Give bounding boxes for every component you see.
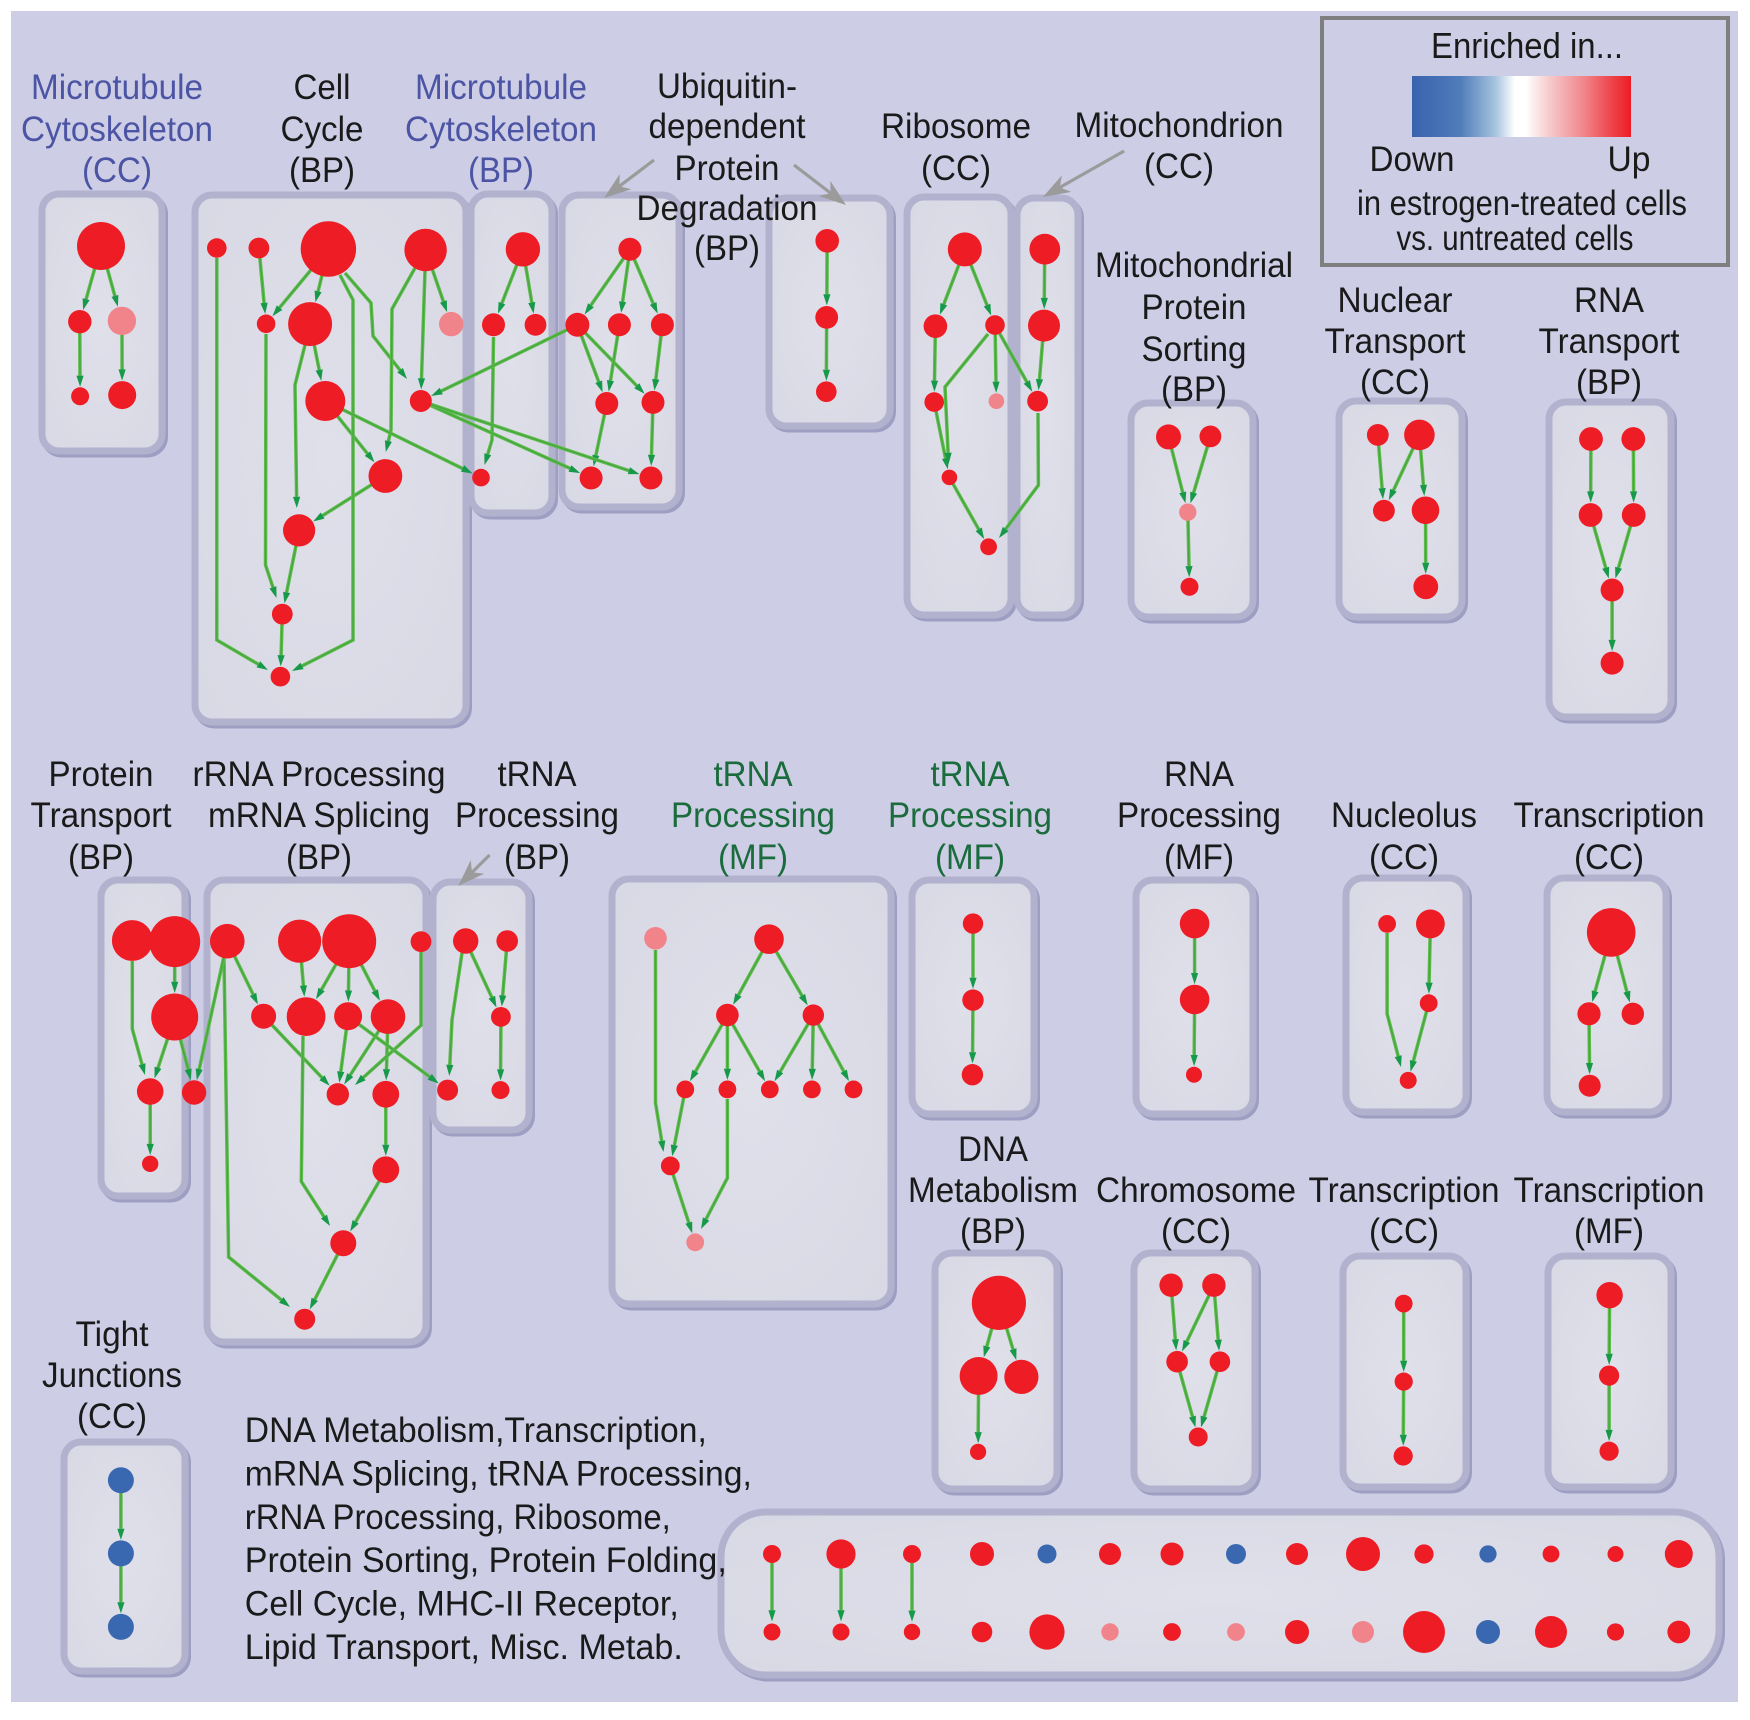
svg-text:Metabolism: Metabolism: [908, 1171, 1078, 1210]
svg-text:(BP): (BP): [289, 151, 355, 190]
svg-text:Ubiquitin-: Ubiquitin-: [657, 67, 797, 106]
svg-text:(BP): (BP): [68, 838, 134, 877]
svg-text:Protein: Protein: [49, 755, 154, 794]
svg-text:(BP): (BP): [694, 229, 760, 268]
svg-text:Nucleolus: Nucleolus: [1331, 796, 1477, 835]
svg-text:(CC): (CC): [1574, 838, 1644, 877]
svg-text:(BP): (BP): [1161, 370, 1227, 409]
svg-text:Cell: Cell: [294, 68, 351, 107]
svg-text:Processing: Processing: [455, 796, 619, 835]
svg-text:Tight: Tight: [76, 1315, 149, 1354]
svg-text:Transcription: Transcription: [1514, 1171, 1705, 1210]
svg-text:Microtubule: Microtubule: [415, 68, 587, 107]
svg-text:vs. untreated cells: vs. untreated cells: [1397, 219, 1634, 258]
svg-text:(BP): (BP): [286, 838, 352, 877]
svg-text:Processing: Processing: [888, 796, 1052, 835]
svg-text:mRNA Splicing, tRNA Processing: mRNA Splicing, tRNA Processing,: [245, 1454, 752, 1493]
svg-text:(CC): (CC): [1360, 363, 1430, 402]
svg-text:(CC): (CC): [1369, 838, 1439, 877]
svg-text:Transport: Transport: [1539, 322, 1680, 361]
svg-text:(MF): (MF): [935, 838, 1005, 877]
svg-text:Cell Cycle, MHC-II Receptor,: Cell Cycle, MHC-II Receptor,: [245, 1585, 679, 1624]
svg-text:Up: Up: [1608, 140, 1651, 179]
svg-text:Transcription: Transcription: [1309, 1171, 1500, 1210]
svg-text:(CC): (CC): [1369, 1212, 1439, 1251]
svg-text:tRNA: tRNA: [714, 755, 794, 794]
svg-text:Mitochondrion: Mitochondrion: [1075, 106, 1284, 145]
svg-text:(MF): (MF): [718, 838, 788, 877]
svg-text:Transcription: Transcription: [1514, 796, 1705, 835]
svg-text:Junctions: Junctions: [42, 1356, 182, 1395]
svg-text:Degradation: Degradation: [637, 189, 818, 228]
svg-text:(MF): (MF): [1574, 1212, 1644, 1251]
svg-text:(MF): (MF): [1164, 838, 1234, 877]
svg-text:(BP): (BP): [960, 1212, 1026, 1251]
svg-text:Sorting: Sorting: [1142, 330, 1247, 369]
svg-text:Chromosome: Chromosome: [1096, 1171, 1296, 1210]
svg-text:Microtubule: Microtubule: [31, 68, 203, 107]
svg-text:Protein: Protein: [1142, 288, 1247, 327]
svg-text:Processing: Processing: [1117, 796, 1281, 835]
svg-text:Transport: Transport: [1325, 322, 1466, 361]
svg-text:tRNA: tRNA: [498, 755, 578, 794]
svg-text:(BP): (BP): [504, 838, 570, 877]
svg-text:RNA: RNA: [1574, 281, 1645, 320]
svg-text:dependent: dependent: [649, 107, 806, 146]
svg-text:mRNA Splicing: mRNA Splicing: [208, 796, 430, 835]
svg-text:(CC): (CC): [1144, 147, 1214, 186]
svg-text:(CC): (CC): [1161, 1212, 1231, 1251]
svg-text:Cytoskeleton: Cytoskeleton: [405, 110, 597, 149]
svg-text:tRNA: tRNA: [931, 755, 1011, 794]
svg-text:rRNA Processing, Ribosome,: rRNA Processing, Ribosome,: [245, 1498, 671, 1537]
svg-text:in estrogen-treated cells: in estrogen-treated cells: [1357, 184, 1687, 223]
svg-text:Protein Sorting, Protein Foldi: Protein Sorting, Protein Folding,: [245, 1541, 727, 1580]
svg-text:Transport: Transport: [31, 796, 172, 835]
svg-text:rRNA Processing: rRNA Processing: [193, 755, 446, 794]
svg-text:Cycle: Cycle: [281, 110, 364, 149]
svg-text:DNA Metabolism,Transcription,: DNA Metabolism,Transcription,: [245, 1411, 707, 1450]
svg-text:RNA: RNA: [1164, 755, 1235, 794]
svg-text:(BP): (BP): [468, 151, 534, 190]
svg-text:DNA: DNA: [958, 1130, 1029, 1169]
svg-text:Nuclear: Nuclear: [1338, 281, 1453, 320]
svg-text:Mitochondrial: Mitochondrial: [1095, 246, 1293, 285]
svg-text:Enriched in...: Enriched in...: [1431, 25, 1623, 66]
svg-text:(CC): (CC): [82, 151, 152, 190]
svg-text:Cytoskeleton: Cytoskeleton: [21, 110, 213, 149]
svg-text:Lipid Transport, Misc. Metab.: Lipid Transport, Misc. Metab.: [245, 1628, 683, 1667]
svg-text:(CC): (CC): [921, 149, 991, 188]
svg-text:Down: Down: [1370, 140, 1455, 179]
svg-text:(CC): (CC): [77, 1397, 147, 1436]
svg-text:(BP): (BP): [1576, 363, 1642, 402]
svg-text:Processing: Processing: [671, 796, 835, 835]
svg-text:Ribosome: Ribosome: [881, 107, 1031, 146]
svg-text:Protein: Protein: [675, 149, 780, 188]
